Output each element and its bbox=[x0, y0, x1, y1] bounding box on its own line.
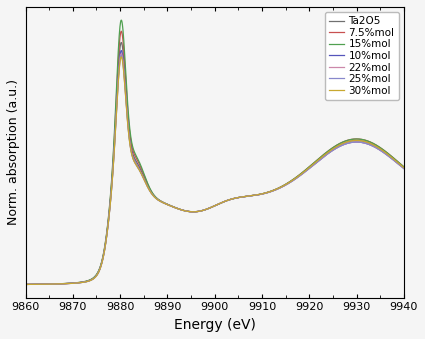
Ta2O5 bbox=[401, 166, 406, 170]
25%mol bbox=[207, 206, 212, 210]
30%mol bbox=[321, 154, 326, 158]
30%mol bbox=[207, 206, 212, 210]
15%mol bbox=[119, 18, 124, 22]
Ta2O5 bbox=[390, 157, 395, 161]
Legend: Ta2O5, 7.5%mol, 15%mol, 10%mol, 22%mol, 25%mol, 30%mol: Ta2O5, 7.5%mol, 15%mol, 10%mol, 22%mol, … bbox=[325, 12, 399, 100]
10%mol bbox=[390, 158, 395, 162]
Ta2O5 bbox=[197, 209, 202, 213]
22%mol bbox=[401, 166, 406, 171]
25%mol bbox=[119, 53, 124, 57]
10%mol bbox=[207, 206, 212, 210]
22%mol bbox=[321, 155, 326, 159]
30%mol bbox=[119, 55, 124, 59]
Line: 15%mol: 15%mol bbox=[26, 20, 404, 284]
7.5%mol bbox=[119, 29, 124, 33]
15%mol bbox=[401, 165, 406, 169]
7.5%mol bbox=[23, 282, 28, 286]
25%mol bbox=[42, 282, 47, 286]
22%mol bbox=[207, 206, 212, 210]
10%mol bbox=[321, 155, 326, 159]
Ta2O5 bbox=[42, 282, 47, 286]
7.5%mol bbox=[42, 282, 47, 286]
30%mol bbox=[42, 282, 47, 286]
7.5%mol bbox=[390, 155, 395, 159]
Line: 22%mol: 22%mol bbox=[26, 54, 404, 284]
15%mol bbox=[197, 209, 202, 213]
Ta2O5 bbox=[391, 157, 396, 161]
30%mol bbox=[401, 165, 406, 170]
22%mol bbox=[23, 282, 28, 286]
22%mol bbox=[391, 158, 396, 162]
Ta2O5 bbox=[119, 40, 124, 44]
10%mol bbox=[401, 166, 406, 171]
7.5%mol bbox=[207, 206, 212, 210]
22%mol bbox=[390, 158, 395, 162]
Line: 25%mol: 25%mol bbox=[26, 55, 404, 284]
X-axis label: Energy (eV): Energy (eV) bbox=[174, 318, 255, 332]
10%mol bbox=[42, 282, 47, 286]
25%mol bbox=[401, 166, 406, 171]
25%mol bbox=[391, 158, 396, 162]
25%mol bbox=[321, 155, 326, 159]
10%mol bbox=[23, 282, 28, 286]
15%mol bbox=[391, 156, 396, 160]
30%mol bbox=[391, 157, 396, 161]
10%mol bbox=[197, 209, 202, 213]
Line: 30%mol: 30%mol bbox=[26, 57, 404, 284]
15%mol bbox=[321, 153, 326, 157]
25%mol bbox=[23, 282, 28, 286]
10%mol bbox=[119, 48, 124, 53]
Y-axis label: Norm. absorption (a.u.): Norm. absorption (a.u.) bbox=[7, 79, 20, 225]
Ta2O5 bbox=[207, 206, 212, 210]
30%mol bbox=[197, 209, 202, 213]
Ta2O5 bbox=[321, 154, 326, 158]
15%mol bbox=[42, 282, 47, 286]
22%mol bbox=[119, 52, 124, 56]
25%mol bbox=[197, 209, 202, 213]
7.5%mol bbox=[197, 209, 202, 213]
25%mol bbox=[390, 158, 395, 162]
22%mol bbox=[42, 282, 47, 286]
30%mol bbox=[23, 282, 28, 286]
15%mol bbox=[390, 155, 395, 159]
Ta2O5 bbox=[23, 282, 28, 286]
15%mol bbox=[23, 282, 28, 286]
7.5%mol bbox=[321, 153, 326, 157]
15%mol bbox=[207, 206, 212, 210]
Line: 7.5%mol: 7.5%mol bbox=[26, 31, 404, 284]
Line: 10%mol: 10%mol bbox=[26, 51, 404, 284]
7.5%mol bbox=[391, 156, 396, 160]
7.5%mol bbox=[401, 165, 406, 169]
Line: Ta2O5: Ta2O5 bbox=[26, 42, 404, 284]
10%mol bbox=[391, 158, 396, 162]
22%mol bbox=[197, 209, 202, 213]
30%mol bbox=[390, 156, 395, 160]
